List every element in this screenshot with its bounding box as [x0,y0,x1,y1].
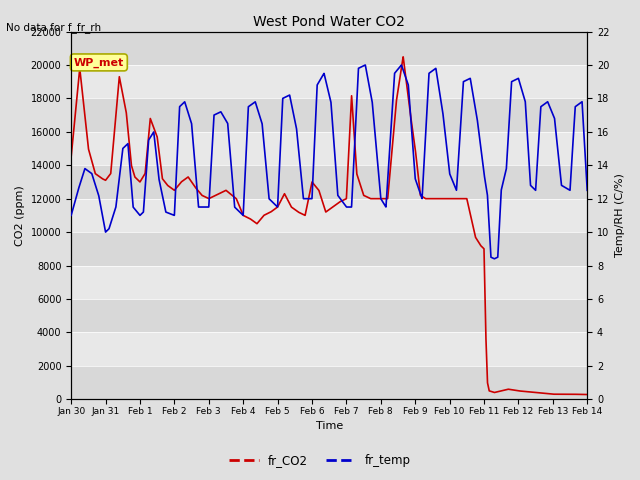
Bar [71,299,588,332]
Bar [71,98,588,132]
Bar [71,132,588,165]
Bar [71,32,588,65]
Bar [71,366,588,399]
Bar [71,65,588,98]
Bar [71,199,588,232]
Y-axis label: CO2 (ppm): CO2 (ppm) [15,185,25,246]
Bar [71,232,588,265]
Y-axis label: Temp/RH (C/%): Temp/RH (C/%) [615,173,625,257]
Bar [71,165,588,199]
Text: WP_met: WP_met [74,57,124,68]
Text: No data for f_fr_rh: No data for f_fr_rh [6,22,102,33]
Bar [71,265,588,299]
Legend: fr_CO2, fr_temp: fr_CO2, fr_temp [225,449,415,472]
X-axis label: Time: Time [316,421,343,432]
Bar [71,332,588,366]
Title: West Pond Water CO2: West Pond Water CO2 [253,15,405,29]
